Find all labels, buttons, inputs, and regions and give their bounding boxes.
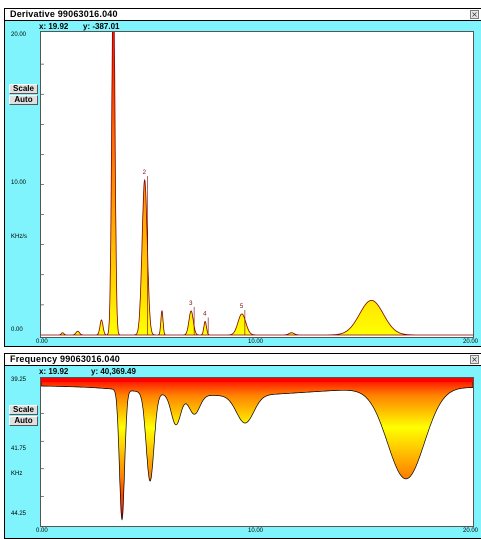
frequency-x-tick-start: 0.00 [36, 528, 48, 534]
frequency-scale-button[interactable]: Scale [9, 405, 38, 415]
frequency-x-tick-end: 20.00 [463, 528, 479, 534]
derivative-x-tick-start: 0.00 [36, 339, 48, 345]
frequency-x-tick-mid: 10.00 [248, 528, 264, 534]
frequency-top-band [41, 378, 473, 382]
derivative-x-tick-end: 20.00 [463, 339, 479, 345]
derivative-y-tick-bottom: 0.00 [11, 327, 23, 333]
frequency-auto-button[interactable]: Auto [9, 416, 38, 426]
derivative-readout-x: x: 19.92 [39, 22, 69, 31]
derivative-area-series [41, 32, 473, 336]
frequency-y-tick-mid: 41.75 [11, 446, 27, 452]
peak-label: 2 [143, 170, 147, 176]
derivative-plot-area[interactable]: 2 3 4 5 [40, 31, 474, 338]
frequency-titlebar[interactable]: Frequency 99063016.040 × [5, 354, 481, 366]
derivative-y-unit: KHz/s [11, 234, 28, 240]
frequency-window: Frequency 99063016.040 × x: 19.92 y: 40,… [4, 353, 481, 539]
frequency-y-unit: KHz [11, 471, 23, 477]
derivative-scale-button[interactable]: Scale [9, 84, 38, 94]
close-icon[interactable]: × [470, 10, 479, 19]
derivative-x-tick-mid: 10.00 [248, 339, 264, 345]
frequency-window-title: Frequency 99063016.040 [10, 354, 120, 364]
derivative-auto-button[interactable]: Auto [9, 95, 38, 105]
derivative-chart: 2 3 4 5 [41, 32, 473, 336]
frequency-y-tick-top: 39.25 [11, 377, 27, 383]
derivative-window-title: Derivative 99063016.040 [10, 9, 118, 19]
derivative-readout-y: y: -387.01 [83, 22, 120, 31]
peak-label: 5 [240, 304, 244, 310]
derivative-y-tick-mid: 10.00 [11, 180, 27, 186]
frequency-chart [41, 378, 473, 521]
derivative-titlebar[interactable]: Derivative 99063016.040 × [5, 9, 481, 21]
frequency-readout-y: y: 40,369.49 [91, 367, 136, 376]
frequency-readout-x: x: 19.92 [39, 367, 69, 376]
derivative-y-tick-top: 20.00 [11, 32, 27, 38]
derivative-window: Derivative 99063016.040 × x: 19.92 y: -3… [4, 8, 481, 347]
peak-label: 3 [189, 301, 193, 307]
peak-label: 4 [203, 311, 207, 317]
close-icon[interactable]: × [470, 355, 479, 364]
frequency-area-series [41, 378, 473, 521]
frequency-plot-area[interactable] [40, 377, 474, 527]
frequency-y-tick-bottom: 44.25 [11, 511, 27, 517]
